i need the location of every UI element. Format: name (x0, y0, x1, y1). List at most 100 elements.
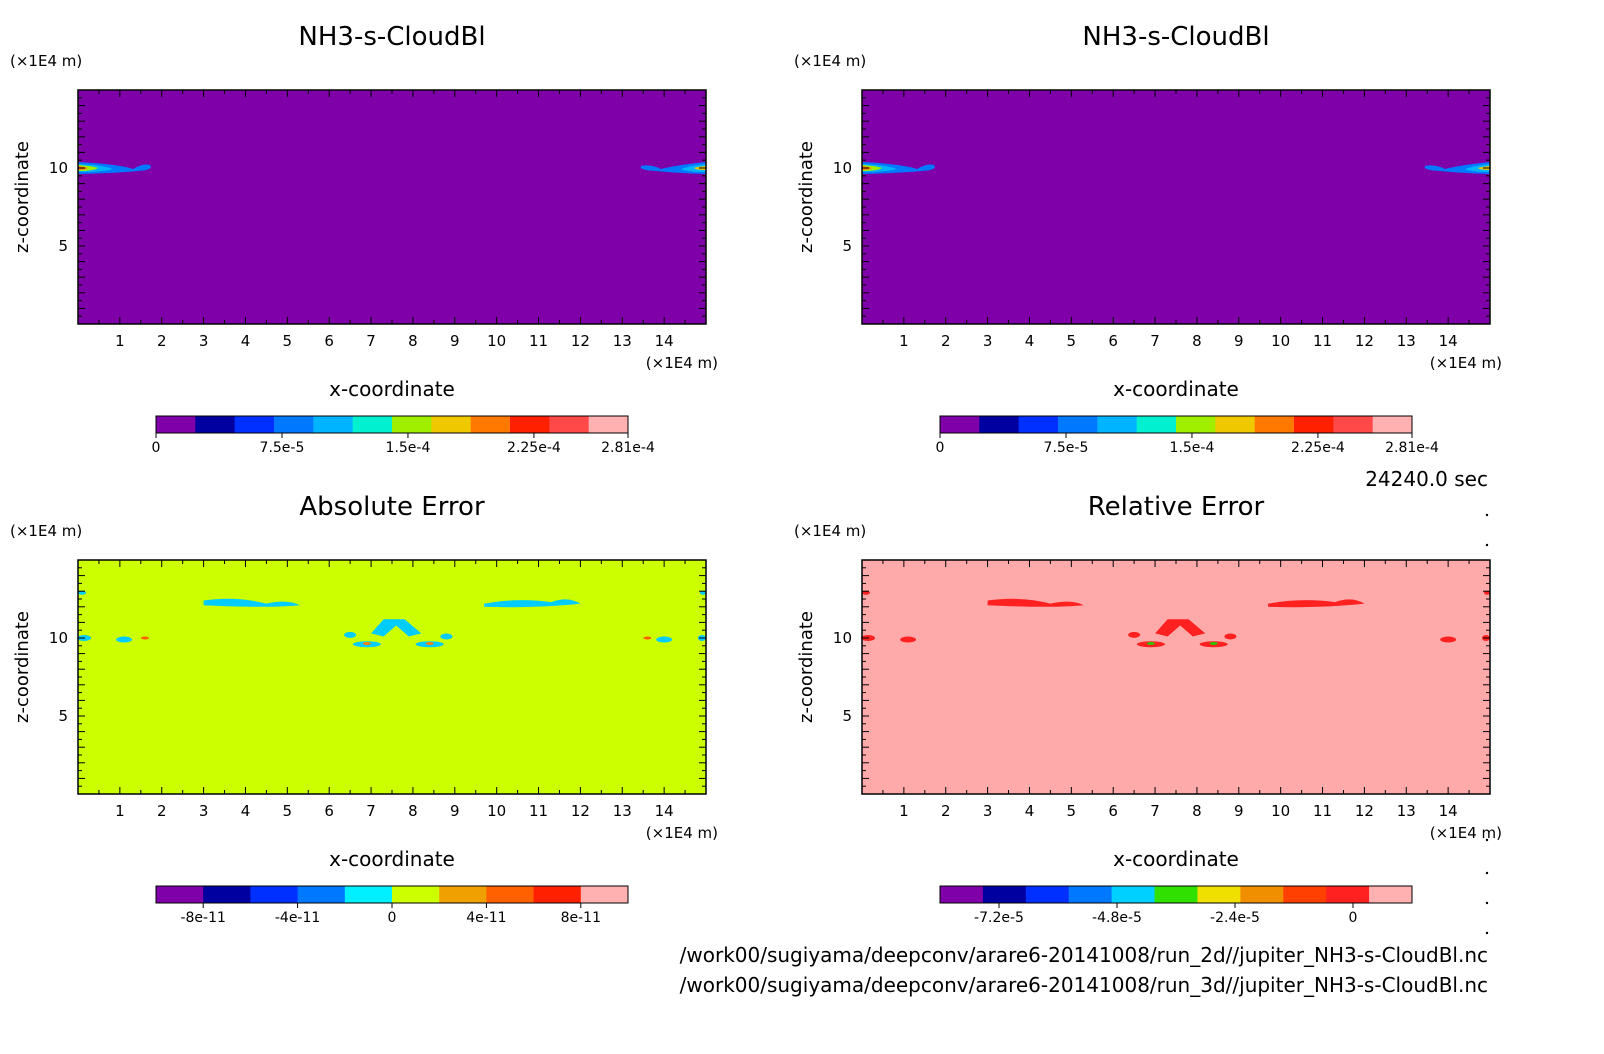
x-tick-label: 11 (529, 802, 548, 820)
colorbar-swatch (940, 416, 980, 433)
x-tick-label: 7 (1150, 332, 1160, 350)
x-tick-label: 9 (450, 332, 460, 350)
x-axis-label: x-coordinate (1113, 377, 1239, 401)
error-blob (1484, 590, 1490, 595)
x-tick-label: 9 (450, 802, 460, 820)
colorbar-swatch (486, 886, 535, 903)
error-blob (344, 631, 357, 638)
y-tick-label: 10 (49, 629, 68, 647)
x-tick-label: 13 (1397, 332, 1416, 350)
error-band (1268, 599, 1365, 608)
chart-title: Relative Error (1088, 492, 1265, 522)
x-axis-label: x-coordinate (329, 377, 455, 401)
x-tick-label: 6 (324, 802, 334, 820)
x-tick-label: 10 (1271, 332, 1290, 350)
colorbar-swatch (1025, 886, 1070, 903)
error-blob (78, 590, 86, 595)
colorbar-swatch (580, 886, 629, 903)
cloud-region (681, 164, 706, 172)
x-tick-label: 7 (366, 332, 376, 350)
colorbar-swatch (1283, 886, 1327, 903)
x-tick-label: 5 (1067, 332, 1077, 350)
field-background (78, 90, 706, 324)
x-tick-label: 7 (1150, 802, 1160, 820)
x-tick-label: 2 (157, 332, 167, 350)
colorbar-tick-label: 1.5e-4 (1170, 440, 1215, 456)
y-tick-label: 5 (842, 237, 852, 255)
x-unit-label: (×1E4 m) (646, 354, 718, 372)
marker-dot (1485, 901, 1489, 905)
x-tick-label: 5 (1067, 802, 1077, 820)
x-tick-label: 13 (1397, 802, 1416, 820)
colorbar-tick-label: 2.81e-4 (1385, 440, 1439, 456)
field-features (78, 162, 706, 174)
colorbar-swatch (195, 416, 236, 433)
x-tick-label: 4 (241, 332, 251, 350)
colorbar-tick-label: 2.25e-4 (507, 440, 561, 456)
x-tick-label: 5 (283, 802, 293, 820)
colorbar-swatch (1111, 886, 1156, 903)
x-axis-label: x-coordinate (1113, 847, 1239, 871)
x-axis-label: x-coordinate (329, 847, 455, 871)
chart-panel-1: NH3-s-CloudBl(×1E4 m)1 2 3 4 5 6 7 8 9 10 11 12 13 14… (10, 22, 718, 456)
colorbar-tick-label: 0 (1349, 910, 1358, 926)
colorbar-tick-label: -7.2e-5 (974, 910, 1024, 926)
colorbar-swatch (352, 416, 393, 433)
x-tick-label: 3 (199, 332, 209, 350)
colorbar-tick-label: -8e-11 (180, 910, 225, 926)
y-tick-label: 5 (58, 237, 68, 255)
y-unit-label: (×1E4 m) (10, 522, 82, 540)
x-tick-label: 4 (1025, 802, 1035, 820)
x-tick-label: 4 (241, 802, 251, 820)
error-blob (656, 636, 673, 643)
colorbar-swatch (156, 886, 204, 903)
colorbar-tick-label: 2.25e-4 (1291, 440, 1345, 456)
colorbar-swatch (392, 416, 432, 433)
colorbar-tick-label: 7.5e-5 (260, 440, 305, 456)
y-unit-label: (×1E4 m) (794, 52, 866, 70)
error-blob (643, 636, 652, 640)
colorbar-swatch (1176, 416, 1216, 433)
colorbar-swatch (549, 416, 590, 433)
colorbar-swatch (588, 416, 629, 433)
x-tick-label: 12 (1355, 332, 1374, 350)
y-tick-label: 10 (833, 159, 852, 177)
colorbar-tick-label: 2.81e-4 (601, 440, 655, 456)
tick-marks (862, 560, 1490, 794)
error-blob (140, 636, 149, 640)
colorbar-swatch (533, 886, 582, 903)
colorbar-tick-label: 0 (152, 440, 161, 456)
colorbar-swatch (1369, 886, 1413, 903)
x-tick-label: 14 (1439, 332, 1458, 350)
x-tick-label: 8 (1192, 332, 1202, 350)
x-tick-label: 3 (983, 802, 993, 820)
x-unit-label: (×1E4 m) (646, 824, 718, 842)
colorbar-swatch (1136, 416, 1177, 433)
colorbar-tick-label: 4e-11 (466, 910, 506, 926)
colorbar-tick-label: -4e-11 (275, 910, 320, 926)
x-tick-label: 2 (941, 332, 951, 350)
y-axis-label: z-coordinate (796, 611, 817, 723)
x-tick-label: 6 (1108, 332, 1118, 350)
colorbar: 0 7.5e-5 1.5e-4 2.25e-4 2.81e-4 (936, 415, 1439, 456)
colorbar-swatch (392, 886, 440, 903)
x-tick-label: 10 (487, 802, 506, 820)
x-tick-label: 10 (487, 332, 506, 350)
colorbar-swatch (156, 416, 196, 433)
error-blob (1440, 636, 1457, 643)
colorbar-swatch (510, 416, 550, 433)
error-blob (1224, 633, 1237, 640)
y-axis-label: z-coordinate (12, 141, 33, 253)
error-band (987, 598, 1084, 607)
error-blob (440, 633, 453, 640)
tick-marks (78, 560, 706, 794)
colorbar-swatch (979, 416, 1020, 433)
x-tick-label: 2 (157, 802, 167, 820)
x-tick-label: 2 (941, 802, 951, 820)
colorbar-swatch (203, 886, 251, 903)
x-tick-label: 6 (1108, 802, 1118, 820)
colorbar-swatch (1215, 416, 1256, 433)
chart-title: NH3-s-CloudBl (1082, 22, 1269, 52)
y-unit-label: (×1E4 m) (10, 52, 82, 70)
colorbar-tick-label: 8e-11 (561, 910, 601, 926)
